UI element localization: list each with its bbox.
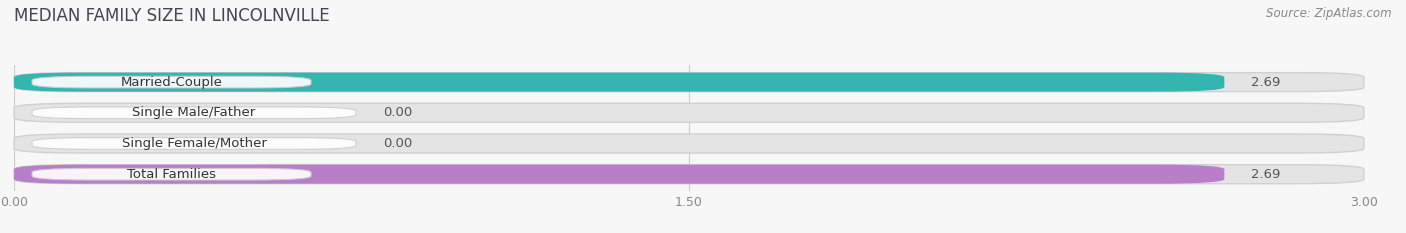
FancyBboxPatch shape: [32, 76, 311, 88]
FancyBboxPatch shape: [14, 73, 1364, 92]
Text: 0.00: 0.00: [382, 106, 412, 119]
FancyBboxPatch shape: [32, 138, 356, 149]
Text: 2.69: 2.69: [1251, 76, 1281, 89]
FancyBboxPatch shape: [14, 73, 1225, 92]
Text: 2.69: 2.69: [1251, 168, 1281, 181]
Text: Single Female/Mother: Single Female/Mother: [121, 137, 267, 150]
Text: Total Families: Total Families: [127, 168, 217, 181]
FancyBboxPatch shape: [14, 103, 1364, 122]
Text: Married-Couple: Married-Couple: [121, 76, 222, 89]
FancyBboxPatch shape: [14, 134, 1364, 153]
Text: MEDIAN FAMILY SIZE IN LINCOLNVILLE: MEDIAN FAMILY SIZE IN LINCOLNVILLE: [14, 7, 329, 25]
Text: Single Male/Father: Single Male/Father: [132, 106, 256, 119]
Text: 0.00: 0.00: [382, 137, 412, 150]
FancyBboxPatch shape: [14, 165, 1364, 184]
FancyBboxPatch shape: [32, 107, 356, 119]
FancyBboxPatch shape: [32, 168, 311, 180]
FancyBboxPatch shape: [14, 165, 1225, 184]
Text: Source: ZipAtlas.com: Source: ZipAtlas.com: [1267, 7, 1392, 20]
